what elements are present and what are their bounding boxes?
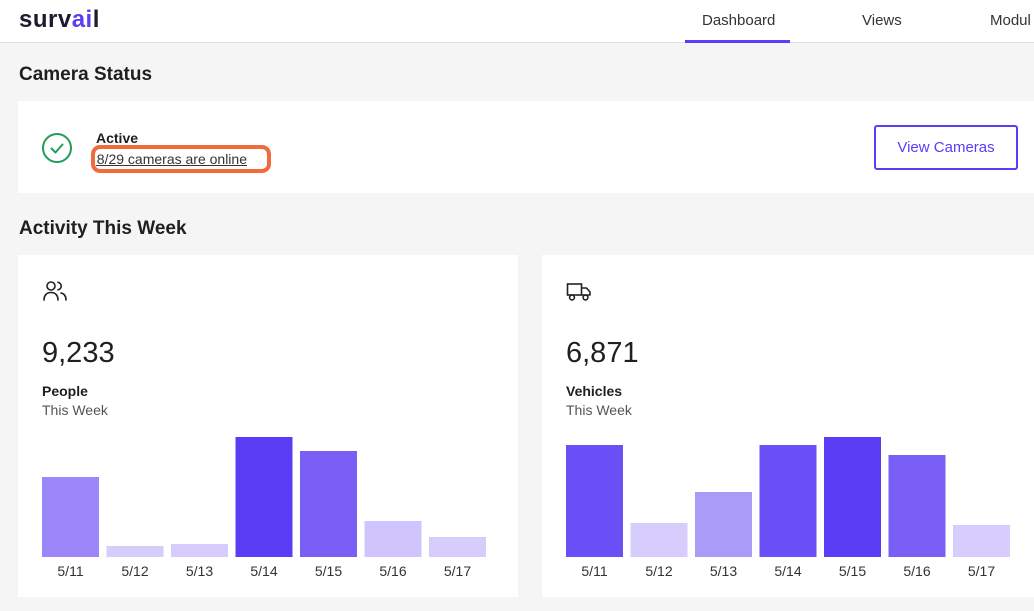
bar-5-17[interactable] (429, 537, 486, 557)
vehicles-bar-chart: 5/11 5/12 5/13 5/14 5/15 5/16 5/17 (566, 437, 1010, 579)
bar-5-16[interactable] (888, 455, 946, 557)
camera-status-card: Active 28/29 cameras are online View Cam… (18, 101, 1034, 193)
x-tick-label: 5/12 (121, 563, 148, 579)
x-tick-label: 5/11 (57, 563, 83, 579)
tab-dashboard[interactable]: Dashboard (702, 12, 776, 29)
bar-5-13[interactable] (171, 544, 228, 557)
tab-modules[interactable]: Modul (990, 12, 1031, 29)
vehicles-label: Vehicles (566, 383, 623, 399)
x-tick-label: 5/17 (968, 563, 995, 579)
highlight-annotation (91, 145, 271, 173)
x-tick-label: 5/16 (903, 563, 930, 579)
check-circle-icon (42, 133, 72, 163)
truck-icon (566, 283, 591, 301)
tab-views[interactable]: Views (862, 12, 902, 29)
people-label: People (42, 383, 88, 399)
bar-5-16[interactable] (364, 521, 422, 557)
people-sublabel: This Week (42, 402, 108, 418)
bar-5-13[interactable] (695, 492, 752, 557)
x-tick-label: 5/17 (444, 563, 471, 579)
x-tick-label: 5/16 (379, 563, 406, 579)
people-activity-card[interactable]: 9,233 People This Week 5/11 5/12 5/13 5/14 5… (18, 255, 518, 597)
bar-5-12[interactable] (630, 523, 688, 557)
bar-5-17[interactable] (953, 525, 1010, 557)
bar-5-14[interactable] (759, 445, 817, 557)
view-cameras-button[interactable]: View Cameras (874, 125, 1018, 170)
vehicles-sublabel: This Week (566, 402, 632, 418)
x-tick-label: 5/13 (710, 563, 737, 579)
status-label: Active (96, 130, 139, 146)
vehicles-total: 6,871 (566, 337, 639, 369)
bar-5-15[interactable] (300, 451, 357, 557)
people-icon (43, 281, 67, 301)
x-tick-label: 5/13 (186, 563, 213, 579)
x-tick-label: 5/11 (581, 563, 607, 579)
active-tab-indicator (685, 40, 790, 43)
bar-5-11[interactable] (42, 477, 99, 557)
camera-status-heading: Camera Status (19, 64, 153, 85)
people-total: 9,233 (42, 337, 115, 369)
bar-5-12[interactable] (106, 546, 164, 557)
bar-5-11[interactable] (566, 445, 623, 557)
x-tick-label: 5/15 (315, 563, 342, 579)
activity-heading: Activity This Week (19, 218, 187, 239)
bar-5-14[interactable] (235, 437, 293, 557)
bar-5-15[interactable] (824, 437, 881, 557)
x-tick-label: 5/14 (774, 563, 801, 579)
x-tick-label: 5/12 (645, 563, 672, 579)
vehicles-activity-card[interactable]: 6,871 Vehicles This Week 5/11 5/12 5/13 5/1… (542, 255, 1034, 597)
x-tick-label: 5/14 (250, 563, 277, 579)
cameras-online-link[interactable]: 28/29 cameras are online (96, 151, 247, 167)
people-bar-chart: 5/11 5/12 5/13 5/14 5/15 5/16 5/17 (42, 437, 486, 579)
survail-logo[interactable]: survail (19, 6, 100, 33)
x-tick-label: 5/15 (839, 563, 866, 579)
top-navigation-bar: survail Dashboard Views Modul (0, 0, 1034, 43)
